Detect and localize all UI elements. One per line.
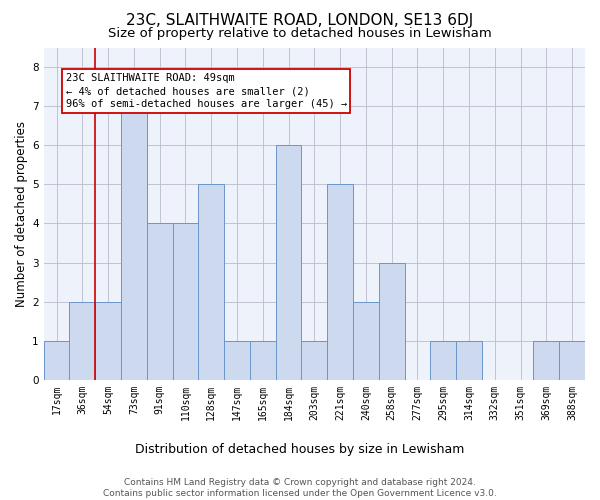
- Bar: [147, 224, 173, 380]
- Bar: [95, 302, 121, 380]
- Bar: [353, 302, 379, 380]
- Bar: [224, 341, 250, 380]
- Bar: [121, 106, 147, 380]
- Text: 23C, SLAITHWAITE ROAD, LONDON, SE13 6DJ: 23C, SLAITHWAITE ROAD, LONDON, SE13 6DJ: [127, 12, 473, 28]
- Bar: [70, 302, 95, 380]
- Bar: [173, 224, 199, 380]
- Bar: [379, 262, 404, 380]
- Bar: [301, 341, 327, 380]
- Text: Distribution of detached houses by size in Lewisham: Distribution of detached houses by size …: [136, 442, 464, 456]
- Bar: [456, 341, 482, 380]
- Bar: [533, 341, 559, 380]
- Bar: [275, 146, 301, 380]
- Bar: [327, 184, 353, 380]
- Bar: [44, 341, 70, 380]
- Bar: [250, 341, 275, 380]
- Text: 23C SLAITHWAITE ROAD: 49sqm
← 4% of detached houses are smaller (2)
96% of semi-: 23C SLAITHWAITE ROAD: 49sqm ← 4% of deta…: [65, 73, 347, 110]
- Bar: [430, 341, 456, 380]
- Bar: [559, 341, 585, 380]
- Bar: [199, 184, 224, 380]
- Y-axis label: Number of detached properties: Number of detached properties: [15, 120, 28, 306]
- Text: Size of property relative to detached houses in Lewisham: Size of property relative to detached ho…: [108, 28, 492, 40]
- Text: Contains HM Land Registry data © Crown copyright and database right 2024.
Contai: Contains HM Land Registry data © Crown c…: [103, 478, 497, 498]
